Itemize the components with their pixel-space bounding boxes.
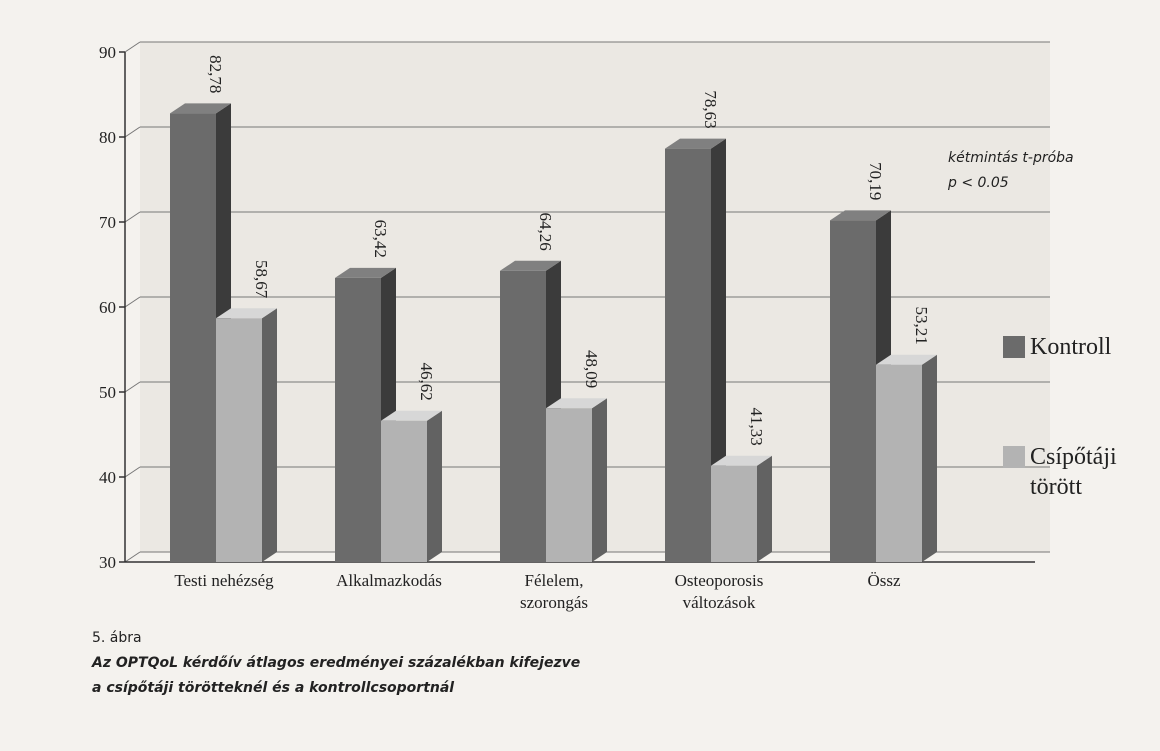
bar-side xyxy=(262,308,277,562)
bar xyxy=(665,148,711,562)
y-tick-label: 70 xyxy=(99,213,116,232)
bar-side xyxy=(922,354,937,562)
bar-top xyxy=(665,138,726,149)
bar-top xyxy=(381,410,442,421)
bar xyxy=(500,270,546,562)
value-label: 46,62 xyxy=(417,362,436,400)
grid-line-floor xyxy=(124,41,141,53)
bar xyxy=(711,465,757,562)
caption-line: a csípőtáji törötteknél és a kontrollcso… xyxy=(92,680,455,696)
bar-top xyxy=(876,354,937,365)
y-tick-label: 60 xyxy=(99,298,116,317)
value-label: 41,33 xyxy=(747,407,766,445)
y-tick-label: 80 xyxy=(99,128,116,147)
value-label: 48,09 xyxy=(582,350,601,388)
bar-top xyxy=(500,260,561,271)
bar-top xyxy=(546,398,607,409)
x-tick-label: Össz xyxy=(867,571,901,590)
value-label: 53,21 xyxy=(912,306,931,344)
bar-top xyxy=(216,308,277,319)
grid-line-floor xyxy=(124,381,141,393)
bar-top xyxy=(170,103,231,114)
grid-line-floor xyxy=(124,296,141,308)
y-tick-label: 30 xyxy=(99,553,116,572)
grid-line-floor xyxy=(124,466,141,478)
grid-line-floor xyxy=(124,551,141,563)
x-tick-label: Alkalmazkodás xyxy=(336,571,442,590)
bar xyxy=(546,408,592,562)
bar xyxy=(876,364,922,562)
x-tick-label: Félelem, szorongás xyxy=(520,571,588,612)
legend-label: Csípőtáji törött xyxy=(1030,444,1117,500)
bar-top xyxy=(711,455,772,466)
bar-side xyxy=(757,455,772,562)
bar-side xyxy=(711,138,726,562)
value-label: 63,42 xyxy=(371,220,390,258)
bar xyxy=(170,113,216,563)
legend-label: Kontroll xyxy=(1030,334,1112,360)
x-tick-label: Osteoporosis változások xyxy=(674,571,764,612)
bar-side xyxy=(592,398,607,562)
bar xyxy=(381,420,427,562)
caption-line: Az OPTQoL kérdőív átlagos eredményei szá… xyxy=(92,655,581,671)
bar-top xyxy=(830,210,891,221)
bar-side xyxy=(427,410,442,562)
bar xyxy=(830,220,876,562)
y-tick-label: 50 xyxy=(99,383,116,402)
y-tick-label: 40 xyxy=(99,468,116,487)
value-label: 64,26 xyxy=(536,213,555,251)
bar-top xyxy=(335,267,396,278)
annotation: kétmintás t-próba xyxy=(948,150,1074,166)
annotation: p < 0.05 xyxy=(948,175,1009,191)
legend-swatch xyxy=(1003,336,1025,358)
x-tick-label: Testi nehézség xyxy=(174,571,274,590)
y-tick-label: 90 xyxy=(99,43,116,62)
bar xyxy=(335,277,381,562)
legend-swatch xyxy=(1003,446,1025,468)
value-label: 58,67 xyxy=(252,260,271,299)
figure-number: 5. ábra xyxy=(92,630,142,646)
grid-line-floor xyxy=(124,211,141,223)
bar xyxy=(216,318,262,562)
value-label: 78,63 xyxy=(701,90,720,128)
value-label: 82,78 xyxy=(206,55,225,93)
grid-line-floor xyxy=(124,126,141,138)
value-label: 70,19 xyxy=(866,162,885,200)
